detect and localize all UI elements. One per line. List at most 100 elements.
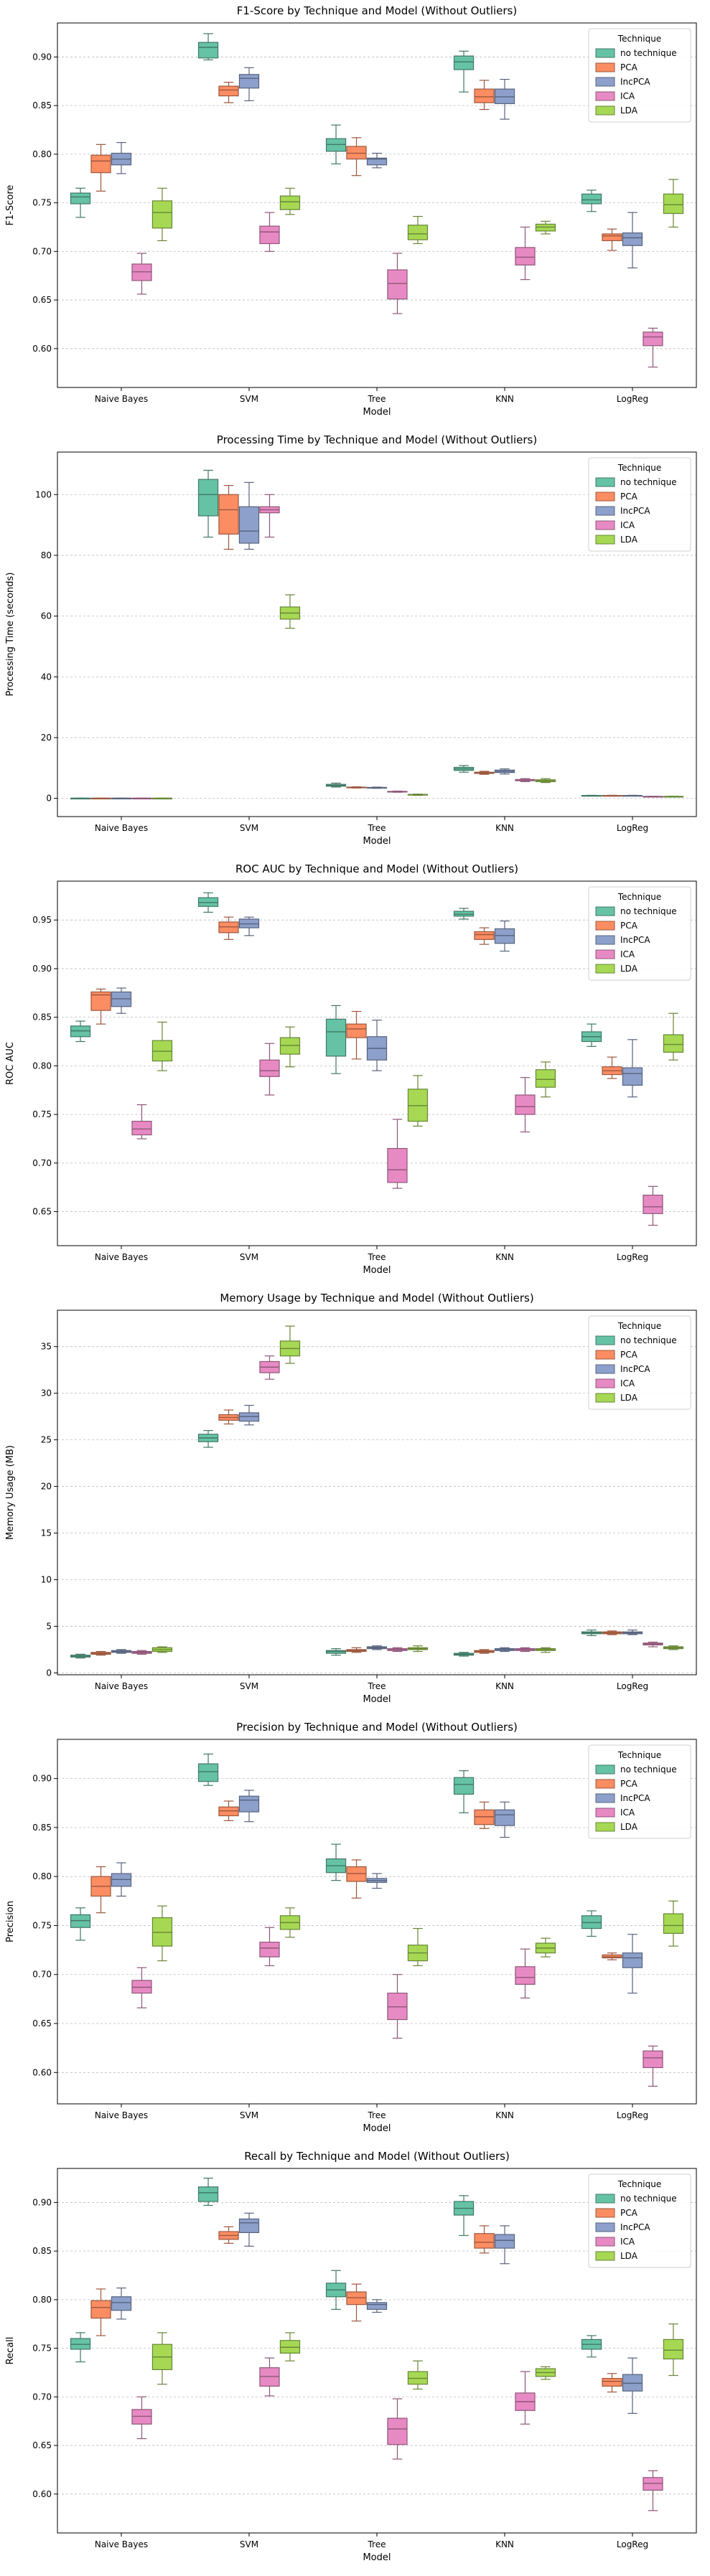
legend-label: IncPCA [620,935,650,945]
box-ica [643,332,663,347]
x-tick-label: KNN [495,823,514,833]
legend-label: PCA [620,1779,638,1789]
box-ica [131,1121,152,1136]
chart-panel: Recall by Technique and Model (Without O… [5,2150,697,2563]
box-pca [218,85,239,97]
y-tick-label: 30 [41,1388,52,1399]
x-axis-label: Model [363,407,391,418]
legend-swatch [595,105,615,116]
y-tick-label: 0.80 [32,2295,52,2305]
chart-panel: Processing Time by Technique and Model (… [5,433,697,847]
y-axis-label: Precision [5,1901,16,1942]
axes-frame [57,2168,697,2534]
box-incpca [622,232,643,246]
box-incpca [494,2234,515,2249]
axes-frame [57,1310,697,1675]
y-axis-label: ROC AUC [5,1042,16,1085]
box-pca [474,2233,495,2249]
y-tick-label: 0 [46,794,52,804]
legend-swatch [595,1364,615,1374]
y-tick-label: 0.70 [32,1158,52,1168]
legend-swatch [595,1808,615,1818]
x-tick-label: Naive Bayes [95,823,148,833]
box-pca [474,931,495,940]
legend: Technique no technique PCA IncPCA ICA LDA [588,1315,691,1410]
box-ica [259,1059,280,1077]
box-ica [515,1094,536,1115]
x-tick-label: Tree [367,1681,386,1691]
legend-label: IncPCA [620,506,650,516]
x-tick-label: SVM [240,394,258,404]
x-tick-label: SVM [240,1681,258,1691]
y-tick-label: 0.80 [32,1061,52,1071]
y-tick-label: 0.75 [32,1920,52,1930]
legend-swatch [595,2251,615,2261]
y-tick-label: 20 [41,1482,52,1492]
legend-label: LDA [620,1393,638,1403]
x-axis-label: Model [363,1694,391,1705]
legend-label: LDA [620,2251,638,2261]
box-no-technique [325,1018,347,1057]
x-tick-label: SVM [240,1252,258,1262]
legend-label: ICA [620,1808,635,1818]
legend-label: ICA [620,2237,635,2247]
legend-label: LDA [620,1822,638,1832]
legend-label: ICA [620,91,635,101]
y-axis-label: Memory Usage (MB) [5,1445,16,1540]
legend-swatch [595,91,615,101]
box-incpca [238,1795,260,1813]
legend-label: no technique [620,48,677,58]
legend-swatch [595,62,615,72]
x-tick-label: Naive Bayes [95,2110,148,2120]
x-tick-label: Tree [367,2539,386,2549]
y-tick-label: 5 [46,1621,52,1631]
legend-title: Technique [617,2179,661,2189]
y-tick-label: 0.90 [32,2197,52,2207]
box-lda [663,193,684,215]
legend-swatch [595,1793,615,1803]
box-ica [387,269,408,300]
y-tick-label: 0.90 [32,964,52,974]
box-lda [151,200,173,229]
box-pca [346,1023,367,1038]
box-incpca [111,2296,132,2311]
x-tick-label: KNN [495,1681,514,1691]
y-tick-label: 0.95 [32,915,52,925]
legend-label: no technique [620,477,677,487]
y-tick-label: 0.70 [32,1970,52,1980]
chart-panel: F1-Score by Technique and Model (Without… [5,4,697,418]
legend-label: ICA [620,1378,635,1388]
box-incpca [238,506,260,544]
box-incpca [494,1809,515,1826]
axes-frame [57,1739,697,2105]
y-tick-label: 40 [41,672,52,682]
y-tick-label: 0.60 [32,344,52,354]
y-tick-label: 35 [41,1342,52,1352]
legend-label: IncPCA [620,1364,650,1374]
y-tick-label: 60 [41,611,52,621]
y-tick-label: 0.65 [32,295,52,305]
chart-panel: ROC AUC by Technique and Model (Without … [5,862,697,1276]
axes-frame [57,880,697,1246]
y-axis-label: F1-Score [5,185,16,226]
chart-title: ROC AUC by Technique and Model (Without … [235,862,518,875]
y-tick-label: 0.75 [32,198,52,208]
legend-label: LDA [620,535,638,545]
box-ica [515,247,536,265]
legend: Technique no technique PCA IncPCA ICA LDA [588,886,691,981]
x-tick-label: LogReg [617,1681,648,1691]
legend-swatch [595,492,615,502]
legend-label: PCA [620,62,638,72]
legend-label: IncPCA [620,77,650,87]
axes-frame [57,451,697,817]
y-tick-label: 0.70 [32,2392,52,2402]
box-pca [218,494,239,535]
legend-swatch [595,477,615,487]
y-tick-label: 0.65 [32,2018,52,2029]
box-no-technique [581,193,602,205]
x-tick-label: Naive Bayes [95,1681,148,1691]
legend-swatch [595,1779,615,1789]
y-tick-label: 10 [41,1574,52,1584]
legend-label: IncPCA [620,1793,650,1803]
